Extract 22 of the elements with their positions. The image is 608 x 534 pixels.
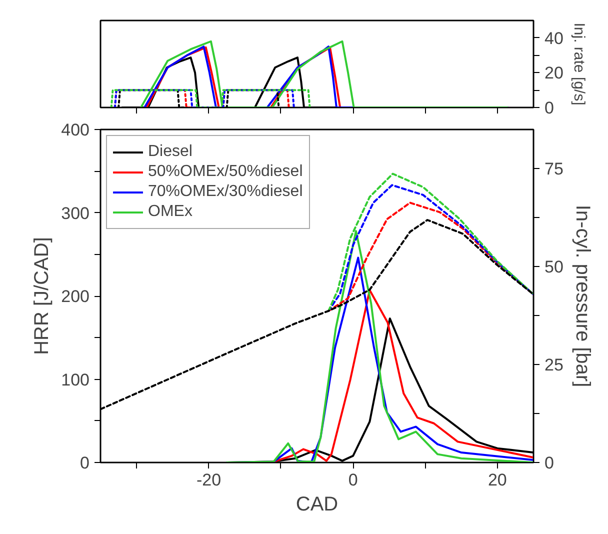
legend-label: Diesel <box>148 142 192 162</box>
y-tick-label: 100 <box>61 370 90 390</box>
y2-tick-label: 75 <box>544 160 564 179</box>
y-axis-title: HRR [J/CAD] <box>31 237 54 355</box>
x-axis-title: CAD <box>296 494 338 516</box>
y-tick-label: 20 <box>544 64 564 83</box>
x-tick-label: 0 <box>348 470 358 490</box>
y-axis-title: Inj. rate [g/s] <box>570 22 588 106</box>
y2-tick-label: 50 <box>544 258 564 277</box>
y-tick-label: 400 <box>61 120 90 140</box>
x-tick-label: -20 <box>196 470 222 490</box>
x-tick-label: 20 <box>488 470 507 490</box>
y2-tick-label: 25 <box>544 356 564 375</box>
legend-label: OMEx <box>148 202 192 222</box>
y2-axis-title: In-cyl. pressure [bar] <box>571 204 594 388</box>
legend-label: 50%OMEx/50%diesel <box>148 162 303 182</box>
y-tick-label: 200 <box>61 287 90 306</box>
y-tick-label: 0 <box>544 98 554 118</box>
y-tick-label: 300 <box>61 204 90 223</box>
y-tick-label: 40 <box>544 28 564 48</box>
y-tick-label: 0 <box>80 454 90 472</box>
legend-label: 70%OMEx/30%diesel <box>148 182 303 202</box>
